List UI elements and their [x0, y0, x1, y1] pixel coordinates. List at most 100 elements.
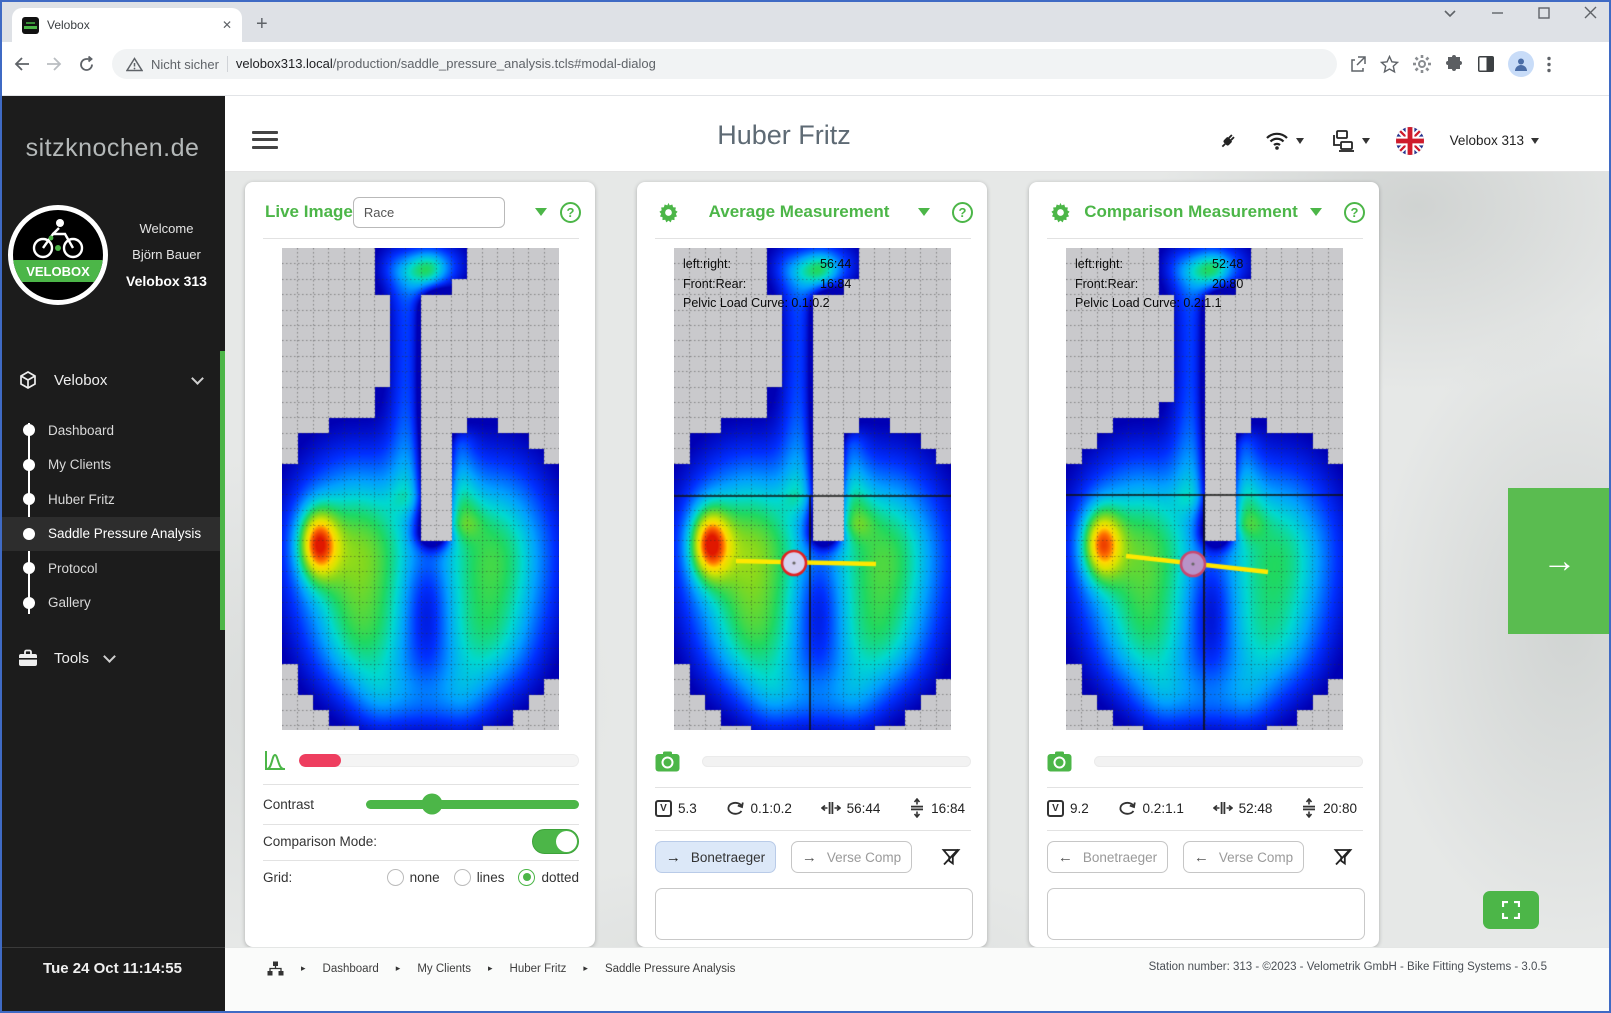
contrast-label: Contrast [263, 796, 315, 812]
average-measurement-title: Average Measurement [708, 202, 890, 221]
tab-close-icon[interactable]: ✕ [221, 18, 232, 32]
devices-menu[interactable] [1330, 129, 1370, 152]
breadcrumb-huber-fritz[interactable]: Huber Fritz [509, 962, 567, 975]
reload-button[interactable] [72, 50, 100, 78]
breadcrumb-separator: ▸ [583, 963, 588, 973]
bookmark-star-icon[interactable] [1380, 54, 1399, 74]
breadcrumb-separator: ▸ [301, 963, 306, 973]
v-box-icon: V [1047, 799, 1064, 817]
sidebar-item-saddle-pressure-analysis[interactable]: Saddle Pressure Analysis [0, 516, 220, 551]
filter-off-icon[interactable] [941, 847, 961, 867]
contrast-slider[interactable] [366, 793, 579, 815]
grid-radio-lines[interactable]: lines [453, 868, 504, 886]
average-overlay-stats: left:right: 56:44 Front:Rear: 16:84 Pelvic… [683, 257, 852, 310]
next-page-arrow-button[interactable]: → [1508, 488, 1611, 634]
side-panel-icon[interactable] [1477, 55, 1495, 73]
address-divider [226, 56, 228, 72]
comparison-notes-box[interactable] [1047, 888, 1365, 940]
preset-dropdown-icon[interactable] [534, 208, 547, 216]
breadcrumb-separator: ▸ [488, 963, 493, 973]
security-warning-icon[interactable] [126, 56, 143, 72]
breadcrumb-dashboard[interactable]: Dashboard [322, 962, 379, 975]
minimize-button[interactable] [1491, 6, 1504, 19]
stat-left-right: 52:48 [1212, 800, 1272, 816]
stat-rotation: 0.1:0.2 [726, 800, 792, 816]
snapshot-row [655, 746, 971, 776]
maximize-button[interactable] [1538, 6, 1550, 19]
histogram-bar[interactable] [299, 753, 579, 767]
browser-toolbar: Nicht sicher velobox313.local/production… [0, 42, 1611, 86]
sidebar-item-my-clients[interactable]: My Clients [0, 448, 220, 483]
grid-radio-none[interactable]: none [386, 868, 440, 886]
camera-icon[interactable] [1047, 751, 1072, 772]
contrast-slider-thumb[interactable] [421, 793, 443, 815]
nav-group-tools[interactable]: Tools [0, 634, 225, 682]
hamburger-menu-icon[interactable] [252, 130, 278, 149]
settings-gear-icon[interactable] [657, 201, 680, 224]
comparison-dropdown-icon[interactable] [1310, 208, 1322, 216]
average-heatmap[interactable]: left:right: 56:44 Front:Rear: 16:84 Pelvic… [674, 248, 951, 730]
help-icon[interactable]: ? [952, 201, 973, 223]
bonetraeger-button[interactable]: → Bonetraeger [655, 841, 776, 873]
breadcrumb-saddle-pressure-analysis[interactable]: Saddle Pressure Analysis [604, 962, 736, 975]
settings-gear-icon[interactable] [1049, 201, 1072, 224]
profile-avatar[interactable] [1508, 51, 1534, 77]
front-rear-balance-icon [1303, 798, 1316, 818]
extensions-puzzle-icon[interactable] [1445, 54, 1464, 74]
left-right-balance-icon [1212, 802, 1233, 814]
comparison-heatmap[interactable]: left:right: 52:48 Front:Rear: 20:80 Pelvic… [1066, 248, 1343, 730]
share-icon[interactable] [1349, 55, 1367, 73]
rotation-icon [727, 801, 744, 815]
average-notes-box[interactable] [655, 888, 973, 940]
live-heatmap[interactable] [282, 248, 559, 730]
sidebar-item-huber-fritz[interactable]: Huber Fritz [0, 482, 220, 517]
camera-icon[interactable] [655, 751, 680, 772]
extension-gear-icon[interactable] [1412, 54, 1432, 74]
stat-left-right: 56:44 [820, 800, 880, 816]
sidebar-item-gallery[interactable]: Gallery [0, 586, 220, 621]
stat-front-rear: 20:80 [1301, 798, 1357, 818]
histogram-row [263, 744, 579, 776]
comparison-stats-row: V 9.2 0.2:1.1 52:48 20:80 [1047, 793, 1363, 823]
bonetraeger-button[interactable]: ← Bonetraeger [1047, 841, 1168, 873]
average-dropdown-icon[interactable] [918, 208, 930, 216]
fullscreen-button[interactable] [1483, 891, 1539, 929]
velobox-logo: VELOBOX [8, 205, 108, 305]
station-selector-label: Velobox 313 [1449, 133, 1524, 148]
tab-search-icon[interactable] [1443, 8, 1457, 18]
back-button[interactable] [8, 50, 36, 78]
new-tab-button[interactable]: + [256, 13, 268, 35]
left-right-balance-icon [820, 802, 841, 814]
sidebar-item-dashboard[interactable]: Dashboard [0, 413, 220, 448]
stat-rotation: 0.2:1.1 [1118, 800, 1184, 816]
preset-input[interactable] [352, 196, 505, 228]
histogram-fill [299, 753, 341, 767]
nav-group-velobox-label: Velobox [54, 371, 108, 389]
breadcrumb-my-clients[interactable]: My Clients [417, 962, 472, 975]
filter-off-icon[interactable] [1333, 847, 1353, 867]
page-url: velobox313.local/production/saddle_press… [236, 55, 656, 73]
verse-comp-button[interactable]: ← Verse Comp [1183, 841, 1304, 873]
station-status-text: Station number: 313 - ©2023 - Velometrik… [1148, 961, 1547, 973]
brand-title: sitzknochen.de [25, 134, 200, 162]
plug-icon[interactable] [1217, 130, 1239, 152]
sidebar-item-protocol[interactable]: Protocol [0, 551, 220, 586]
help-icon[interactable]: ? [560, 201, 581, 223]
url-path: /production/saddle_pressure_analysis.tcl… [332, 56, 656, 71]
verse-comp-button[interactable]: → Verse Comp [791, 841, 912, 873]
help-icon[interactable]: ? [1344, 201, 1365, 223]
url-host: velobox313.local [235, 56, 333, 71]
station-selector[interactable]: Velobox 313 [1450, 133, 1539, 148]
browser-menu-icon[interactable] [1547, 56, 1551, 73]
comparison-mode-toggle[interactable] [532, 828, 579, 854]
wifi-menu[interactable] [1265, 131, 1304, 150]
grid-radio-dotted[interactable]: dotted [518, 868, 579, 886]
forward-button[interactable] [40, 50, 68, 78]
close-window-button[interactable] [1584, 6, 1597, 19]
sitemap-icon[interactable] [267, 961, 284, 976]
nav-group-velobox[interactable]: Velobox [0, 351, 220, 409]
stat-front-rear: 16:84 [909, 798, 965, 818]
browser-tab[interactable]: Velobox ✕ [12, 8, 242, 42]
language-flag-icon[interactable] [1395, 126, 1424, 155]
address-bar[interactable]: Nicht sicher velobox313.local/production… [112, 49, 1337, 79]
